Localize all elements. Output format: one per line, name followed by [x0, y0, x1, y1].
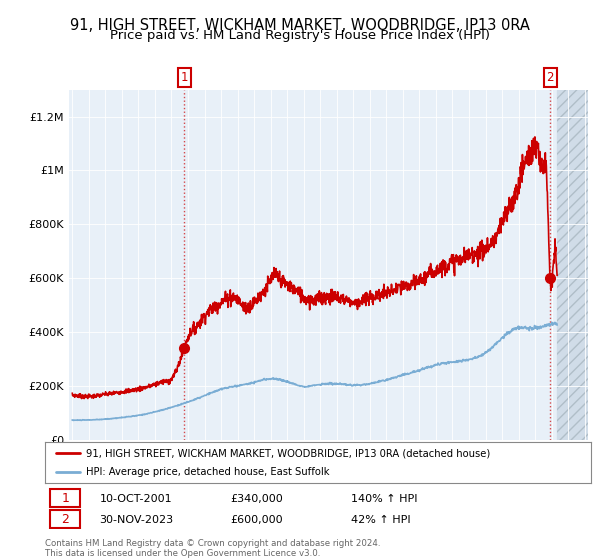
- Text: HPI: Average price, detached house, East Suffolk: HPI: Average price, detached house, East…: [86, 467, 329, 477]
- Bar: [557, 90, 588, 440]
- Bar: [557, 90, 588, 440]
- Text: 140% ↑ HPI: 140% ↑ HPI: [351, 493, 417, 503]
- Text: 2: 2: [62, 514, 70, 526]
- Text: Contains HM Land Registry data © Crown copyright and database right 2024.
This d: Contains HM Land Registry data © Crown c…: [45, 539, 380, 558]
- Bar: [50, 511, 80, 528]
- Text: 30-NOV-2023: 30-NOV-2023: [100, 515, 174, 525]
- Text: Price paid vs. HM Land Registry's House Price Index (HPI): Price paid vs. HM Land Registry's House …: [110, 29, 490, 42]
- Text: £600,000: £600,000: [230, 515, 283, 525]
- Text: 2: 2: [547, 71, 554, 85]
- Text: 1: 1: [181, 71, 188, 85]
- Text: 1: 1: [62, 492, 70, 505]
- Text: 91, HIGH STREET, WICKHAM MARKET, WOODBRIDGE, IP13 0RA (detached house): 91, HIGH STREET, WICKHAM MARKET, WOODBRI…: [86, 449, 490, 458]
- Text: 10-OCT-2001: 10-OCT-2001: [100, 493, 172, 503]
- Bar: [50, 489, 80, 507]
- Text: £340,000: £340,000: [230, 493, 283, 503]
- Text: 42% ↑ HPI: 42% ↑ HPI: [351, 515, 410, 525]
- Text: 91, HIGH STREET, WICKHAM MARKET, WOODBRIDGE, IP13 0RA: 91, HIGH STREET, WICKHAM MARKET, WOODBRI…: [70, 18, 530, 33]
